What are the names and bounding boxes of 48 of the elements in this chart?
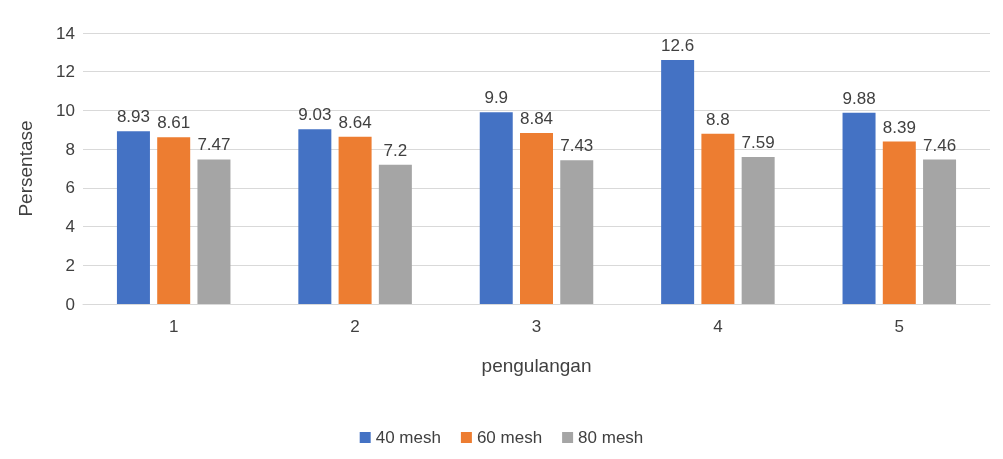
data-label: 7.2 bbox=[383, 140, 408, 160]
bar bbox=[701, 133, 735, 304]
y-tick-label: 6 bbox=[65, 178, 75, 198]
data-label: 8.61 bbox=[157, 113, 191, 133]
bar bbox=[520, 132, 553, 304]
bar bbox=[560, 160, 594, 304]
y-tick-label: 2 bbox=[65, 255, 75, 275]
x-tick-label: 5 bbox=[894, 317, 905, 336]
y-tick-label: 10 bbox=[56, 100, 75, 120]
data-label: 8.8 bbox=[706, 109, 730, 129]
bar bbox=[923, 159, 957, 304]
data-label: 9.88 bbox=[842, 88, 876, 108]
data-label: 7.47 bbox=[197, 135, 231, 155]
bar bbox=[882, 141, 916, 304]
bar bbox=[378, 164, 412, 304]
data-label: 9.9 bbox=[484, 88, 509, 108]
bar bbox=[157, 137, 191, 304]
data-label: 8.84 bbox=[519, 108, 554, 128]
x-tick-label: 4 bbox=[713, 317, 723, 336]
data-label: 8.39 bbox=[882, 117, 916, 137]
bar bbox=[479, 112, 513, 304]
y-tick-label: 0 bbox=[65, 294, 75, 314]
data-label: 7.43 bbox=[560, 136, 594, 156]
bar bbox=[338, 136, 372, 304]
bar bbox=[741, 157, 775, 304]
bar bbox=[842, 112, 876, 304]
y-tick-label: 12 bbox=[56, 62, 75, 82]
x-axis-title: pengulangan bbox=[481, 355, 592, 376]
data-label: 7.59 bbox=[741, 133, 775, 153]
legend-label: 40 mesh bbox=[375, 428, 441, 447]
legend-label: 80 mesh bbox=[578, 428, 644, 447]
data-label: 7.46 bbox=[923, 135, 957, 155]
bar bbox=[197, 159, 231, 304]
x-tick-label: 3 bbox=[531, 317, 542, 336]
y-axis-title: Persentase bbox=[15, 120, 36, 217]
y-tick-label: 8 bbox=[65, 139, 75, 159]
y-tick-label: 4 bbox=[65, 217, 75, 237]
x-tick-label: 1 bbox=[168, 317, 179, 336]
bar bbox=[661, 60, 695, 304]
data-label: 8.93 bbox=[116, 107, 150, 127]
x-tick-label: 2 bbox=[350, 317, 360, 336]
data-label: 12.6 bbox=[661, 36, 695, 56]
data-label: 8.64 bbox=[338, 112, 372, 132]
bar bbox=[116, 131, 150, 304]
data-label: 9.03 bbox=[298, 105, 332, 125]
y-tick-label: 14 bbox=[56, 23, 75, 43]
legend-label: 60 mesh bbox=[476, 428, 543, 447]
bar bbox=[298, 129, 332, 304]
